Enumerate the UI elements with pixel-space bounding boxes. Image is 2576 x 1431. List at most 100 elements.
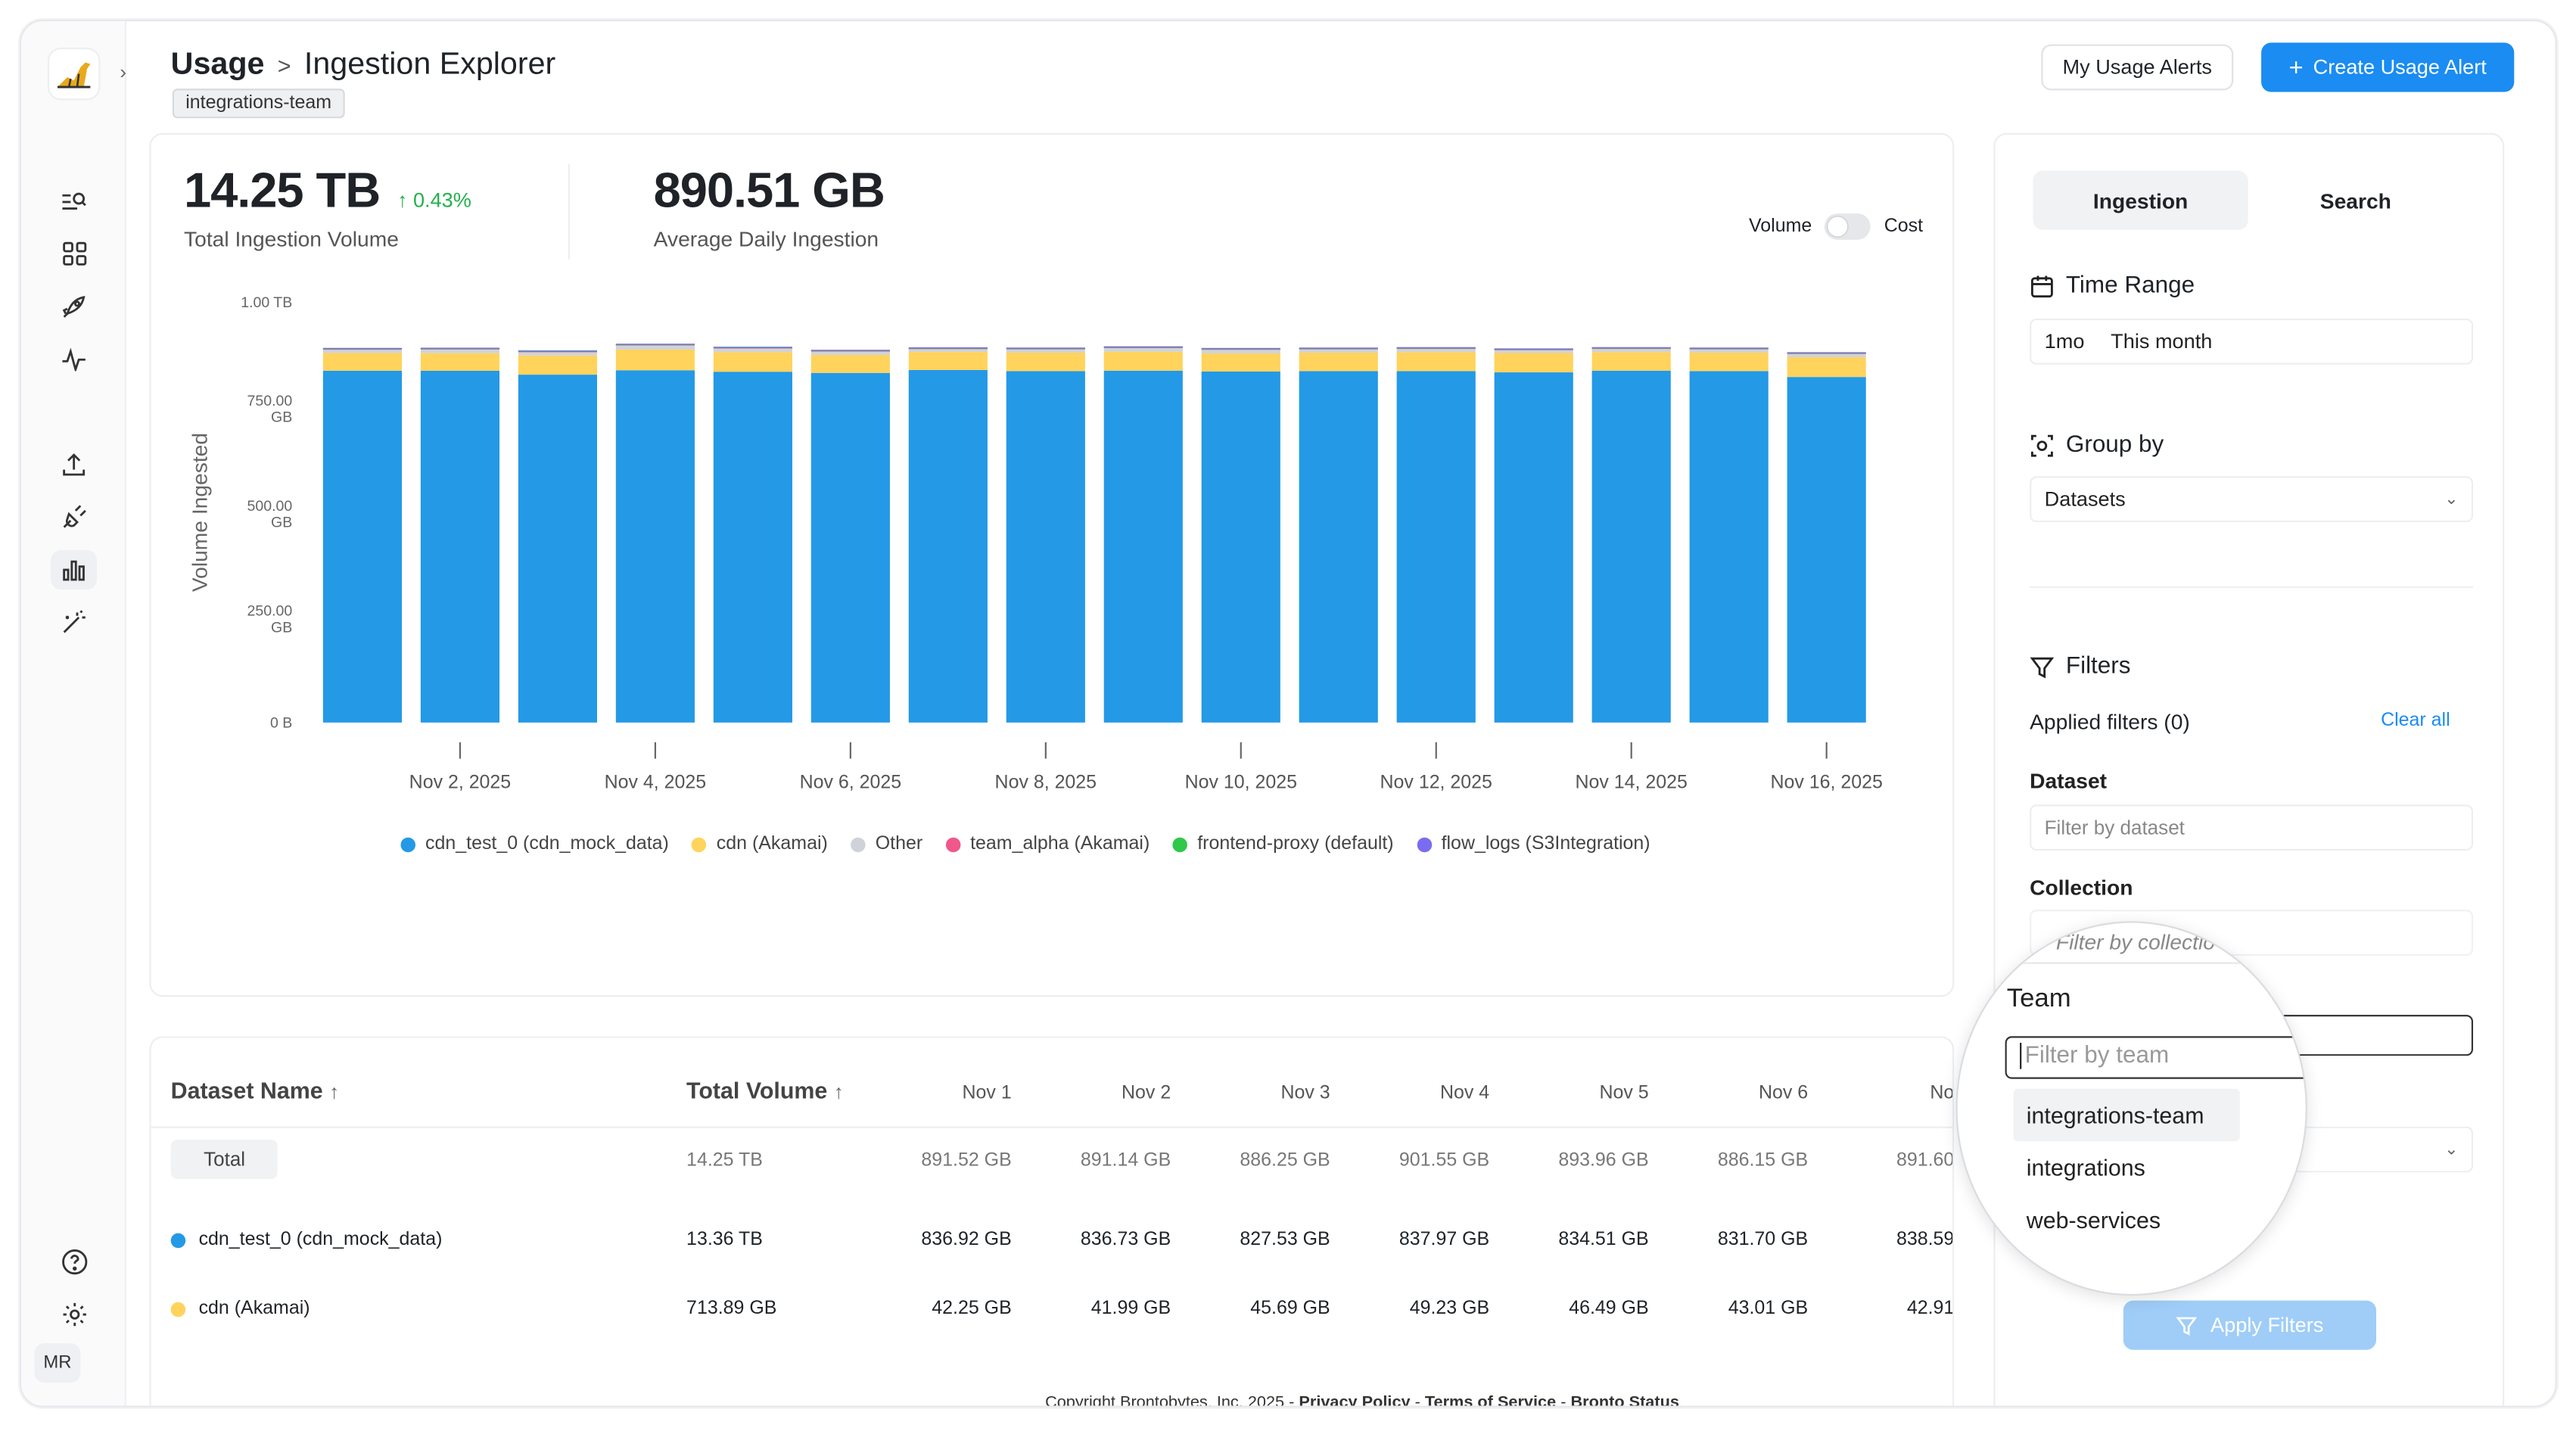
- team-label: Team: [2006, 985, 2071, 1013]
- x-tick-label: Nov 16, 2025: [1770, 772, 1882, 793]
- help-icon[interactable]: [51, 1242, 97, 1281]
- team-option[interactable]: web-services: [2026, 1206, 2161, 1233]
- legend-label: flow_logs (S3Integration): [1441, 834, 1650, 854]
- dataset-name-cell: cdn_test_0 (cdn_mock_data): [170, 1230, 443, 1250]
- column-day[interactable]: Nov 1: [962, 1084, 1012, 1104]
- column-total-volume[interactable]: Total Volume ↑: [686, 1077, 844, 1104]
- magnifier-overlay: Filter by collectio Team Filter by team …: [1955, 921, 2307, 1296]
- dataset-table: Dataset Name ↑ Total Volume ↑ Nov 1 Nov 2…: [149, 1036, 1955, 1406]
- bar-segment: [1591, 352, 1671, 371]
- clear-all-link[interactable]: Clear all: [2381, 711, 2450, 731]
- column-day[interactable]: Nov 2: [1122, 1084, 1171, 1104]
- column-dataset-name[interactable]: Dataset Name ↑: [170, 1077, 340, 1104]
- volume-cost-switch[interactable]: [1825, 213, 1871, 240]
- group-by-select[interactable]: Datasets ⌄: [2030, 476, 2474, 523]
- grid-icon[interactable]: [51, 233, 97, 272]
- legend-label: cdn (Akamai): [716, 834, 828, 854]
- x-tick-label: Nov 8, 2025: [995, 772, 1097, 793]
- bar-segment: [420, 349, 500, 353]
- avatar[interactable]: MR: [34, 1343, 81, 1383]
- group-icon: [2030, 434, 2053, 456]
- team-filter-input-edge[interactable]: [2282, 1015, 2474, 1056]
- bar-segment: [1006, 352, 1085, 372]
- panel-tabs: Ingestion Search: [2033, 170, 2463, 230]
- bar-segment: [518, 375, 597, 723]
- bar-segment: [1689, 371, 1769, 723]
- team-tooltip: integrations-team: [172, 89, 345, 119]
- privacy-policy-link[interactable]: Privacy Policy: [1299, 1394, 1411, 1408]
- bar-segment: [713, 372, 792, 723]
- gear-icon[interactable]: [51, 1294, 97, 1333]
- bar-segment: [518, 355, 597, 375]
- dataset-name: cdn_test_0 (cdn_mock_data): [198, 1230, 443, 1250]
- y-tick-label: 750.00: [247, 393, 293, 409]
- bar-segment: [1787, 357, 1866, 378]
- tab-ingestion[interactable]: Ingestion: [2033, 170, 2248, 230]
- bar-chart-icon[interactable]: [51, 549, 98, 590]
- average-ingestion-value: 890.51 GB: [653, 164, 885, 219]
- bar-segment: [1201, 371, 1280, 723]
- select-field-edge[interactable]: ⌄: [2282, 1126, 2474, 1173]
- dataset-day-value: 837.97 GB: [1398, 1230, 1490, 1250]
- column-day[interactable]: Nov 3: [1280, 1084, 1330, 1104]
- legend-item[interactable]: frontend-proxy (default): [1172, 834, 1394, 854]
- group-by-title: Group by: [2065, 431, 2164, 459]
- dataset-day-value: 827.53 GB: [1240, 1230, 1330, 1250]
- terms-link[interactable]: Terms of Service: [1424, 1394, 1557, 1408]
- legend-item[interactable]: team_alpha (Akamai): [945, 834, 1150, 854]
- team-option[interactable]: integrations-team: [2013, 1088, 2240, 1142]
- bar-segment: [1494, 350, 1573, 353]
- create-usage-alert-button[interactable]: + Create Usage Alert: [2261, 42, 2515, 92]
- bar-segment: [1299, 347, 1378, 349]
- total-day-value: 886.15 GB: [1717, 1151, 1809, 1171]
- legend-item[interactable]: cdn_test_0 (cdn_mock_data): [400, 834, 669, 854]
- bar-segment: [322, 370, 403, 723]
- dataset-color-dot: [170, 1232, 186, 1248]
- chart-legend: cdn_test_0 (cdn_mock_data) cdn (Akamai) Ot…: [400, 834, 1650, 854]
- team-option[interactable]: integrations: [2026, 1154, 2145, 1181]
- column-day[interactable]: No: [1930, 1084, 1955, 1104]
- bar-segment: [518, 352, 597, 356]
- dataset-day-value: 42.91: [1906, 1299, 1955, 1319]
- time-range-section: Time Range: [2030, 272, 2195, 299]
- rocket-icon[interactable]: [51, 288, 97, 327]
- plus-icon: +: [2288, 53, 2304, 82]
- legend-item[interactable]: cdn (Akamai): [692, 834, 828, 854]
- time-range-field[interactable]: 1mo This month: [2030, 318, 2474, 365]
- bar-segment: [1201, 347, 1280, 350]
- column-day[interactable]: Nov 4: [1439, 1084, 1490, 1104]
- legend-swatch: [1172, 836, 1188, 852]
- plug-icon[interactable]: [51, 498, 97, 537]
- tab-search[interactable]: Search: [2319, 188, 2391, 213]
- collection-label: Collection: [2030, 875, 2133, 901]
- dataset-filter-input[interactable]: Filter by dataset: [2030, 804, 2474, 851]
- table-row[interactable]: cdn_test_0 (cdn_mock_data) 13.36 TB 836.92…: [151, 1218, 1952, 1268]
- collection-placeholder-zoom: Filter by collectio: [2055, 929, 2215, 954]
- bar-segment: [1494, 348, 1573, 350]
- stat-divider: [568, 164, 570, 260]
- collection-filter-input[interactable]: [2030, 910, 2474, 956]
- team-filter-input[interactable]: Filter by team: [2005, 1036, 2306, 1079]
- magic-wand-icon[interactable]: [51, 602, 97, 642]
- legend-item[interactable]: Other: [851, 834, 922, 854]
- table-row[interactable]: cdn (Akamai) 713.89 GB 42.25 GB 41.99 GB 45.…: [151, 1287, 1952, 1336]
- legend-item[interactable]: flow_logs (S3Integration): [1417, 834, 1650, 854]
- column-day[interactable]: Nov 5: [1599, 1084, 1649, 1104]
- upload-icon[interactable]: [51, 445, 97, 484]
- bar-segment: [1689, 347, 1769, 349]
- chevron-right-icon[interactable]: ›: [120, 61, 127, 84]
- status-link[interactable]: Bronto Status: [1570, 1394, 1679, 1408]
- brontobytes-logo[interactable]: [47, 47, 101, 101]
- column-day[interactable]: Nov 6: [1758, 1084, 1809, 1104]
- bar-segment: [1006, 347, 1085, 349]
- my-usage-alerts-button[interactable]: My Usage Alerts: [2041, 44, 2234, 91]
- pulse-icon[interactable]: [51, 340, 97, 379]
- apply-filters-button[interactable]: Apply Filters: [2123, 1300, 2376, 1350]
- bar-segment: [1396, 347, 1476, 349]
- bar-segment: [1591, 370, 1671, 723]
- search-list-icon[interactable]: [51, 182, 97, 222]
- total-day-value: 891.14 GB: [1080, 1151, 1171, 1171]
- legend-label: cdn_test_0 (cdn_mock_data): [425, 834, 669, 854]
- breadcrumb-root[interactable]: Usage: [170, 47, 265, 82]
- volume-cost-toggle: Volume Cost: [1749, 213, 1923, 240]
